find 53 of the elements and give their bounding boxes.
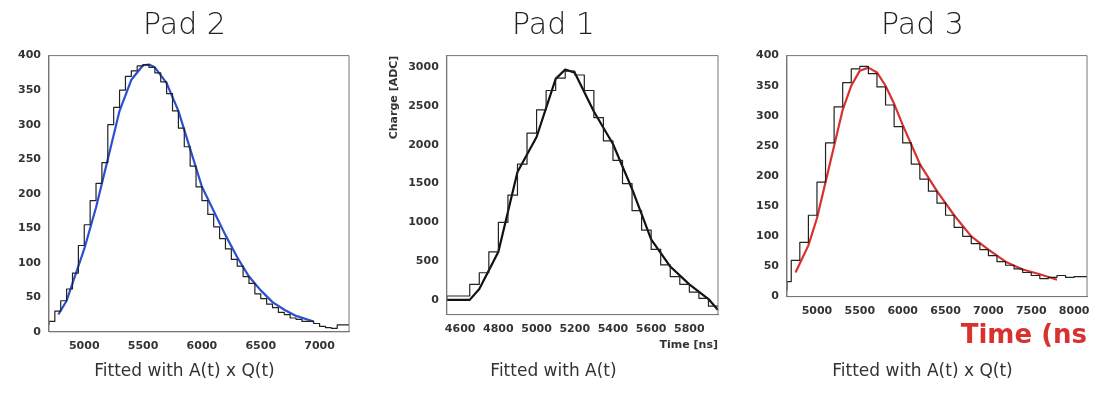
y-axis-title: Charge [ADC] <box>386 55 400 140</box>
y-tick-label: 300 <box>17 117 41 131</box>
x-tick-label: 8000 <box>1058 304 1090 318</box>
y-tick-label: 1000 <box>407 215 439 229</box>
x-tick-label: 6000 <box>886 304 918 318</box>
y-tick-label: 0 <box>32 324 41 338</box>
chart-title: Pad 1 <box>512 5 595 43</box>
text: Fitted with A(t) x Q(t) <box>832 360 1013 380</box>
x-tick-label: 5000 <box>520 322 552 336</box>
chart-title: Pad 2 <box>143 5 226 43</box>
x-tick-label: 6500 <box>244 339 276 353</box>
y-tick-label: 400 <box>755 48 779 62</box>
y-tick-label: 250 <box>17 152 41 166</box>
x-tick-label: 4600 <box>444 322 476 336</box>
y-tick-label: 2500 <box>407 98 439 112</box>
y-tick-label: 350 <box>755 78 779 92</box>
x-tick-label: 5200 <box>558 322 590 336</box>
y-tick-label: 50 <box>763 259 779 273</box>
y-tick-label: 400 <box>17 48 41 62</box>
y-tick-label: 200 <box>755 168 779 182</box>
x-tick-label: 5800 <box>673 322 705 336</box>
y-tick-label: 250 <box>755 138 779 152</box>
x-tick-label: 6000 <box>186 339 218 353</box>
x-tick-label: 5000 <box>68 339 100 353</box>
x-tick-label: 5600 <box>635 322 667 336</box>
y-tick-label: 0 <box>770 289 779 303</box>
x-tick-label: 5000 <box>801 304 833 318</box>
x-tick-label: 7000 <box>303 339 335 353</box>
x-axis-title: Time [ns] <box>659 338 718 352</box>
y-tick-label: 100 <box>17 255 41 269</box>
x-tick-label: 5400 <box>597 322 629 336</box>
x-tick-label: 5500 <box>127 339 159 353</box>
text: Fitted with A(t) x Q(t) <box>94 360 275 380</box>
x-tick-label: 6500 <box>929 304 961 318</box>
x-axis-title: Time (ns <box>960 319 1087 350</box>
y-tick-label: 50 <box>25 290 41 304</box>
y-tick-label: 200 <box>17 186 41 200</box>
y-tick-label: 0 <box>430 292 439 306</box>
x-tick-label: 4800 <box>482 322 514 336</box>
text: Fitted with A(t) <box>490 360 617 380</box>
y-tick-label: 150 <box>755 199 779 213</box>
y-tick-label: 300 <box>755 108 779 122</box>
y-tick-label: 350 <box>17 82 41 96</box>
y-tick-label: 3000 <box>407 60 439 74</box>
y-tick-label: 2000 <box>407 137 439 151</box>
y-tick-label: 500 <box>415 253 439 267</box>
y-tick-label: 1500 <box>407 176 439 190</box>
y-tick-label: 150 <box>17 221 41 235</box>
y-tick-label: 100 <box>755 229 779 243</box>
chart-title: Pad 3 <box>881 5 964 43</box>
x-tick-label: 7000 <box>972 304 1004 318</box>
x-tick-label: 7500 <box>1015 304 1047 318</box>
x-tick-label: 5500 <box>844 304 875 318</box>
